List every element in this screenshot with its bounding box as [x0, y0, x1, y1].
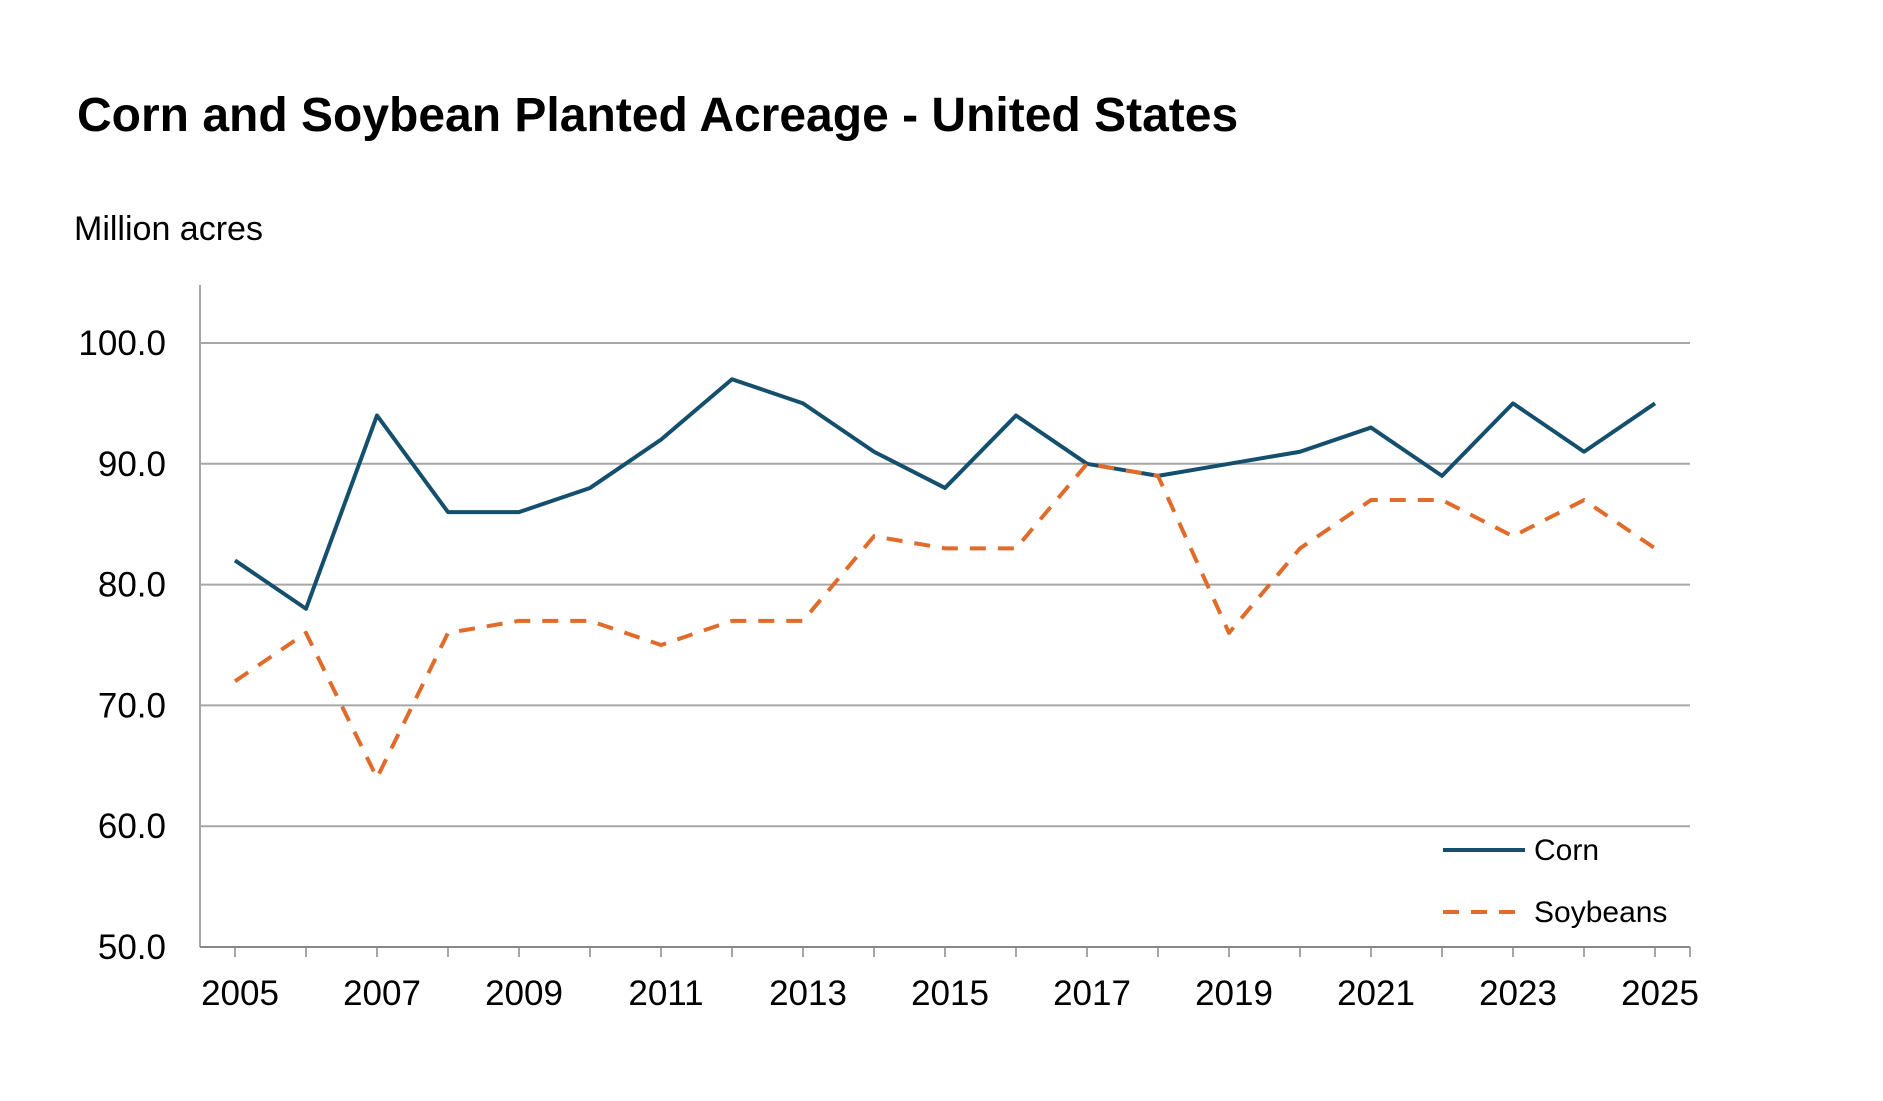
x-tick-label: 2021 [1337, 974, 1415, 1013]
x-tick-label: 2019 [1195, 974, 1273, 1013]
x-tick-label: 2009 [485, 974, 563, 1013]
x-tick-label: 2015 [911, 974, 989, 1013]
y-tick-label: 60.0 [98, 807, 166, 846]
y-tick-label: 100.0 [78, 324, 166, 363]
y-axis-label: Million acres [74, 210, 263, 248]
legend-label-soybeans: Soybeans [1534, 896, 1667, 929]
y-tick-label: 80.0 [98, 566, 166, 605]
series-line-corn [233, 377, 1657, 611]
x-tick-label: 2013 [769, 974, 847, 1013]
y-tick-label: 50.0 [98, 928, 166, 967]
y-tick-label: 70.0 [98, 686, 166, 725]
x-tick-label: 2025 [1621, 974, 1699, 1013]
x-tick-label: 2023 [1479, 974, 1557, 1013]
legend-label-corn: Corn [1534, 834, 1599, 867]
x-tick-label: 2005 [201, 974, 279, 1013]
x-tick-label: 2007 [343, 974, 421, 1013]
chart-title: Corn and Soybean Planted Acreage - Unite… [77, 89, 1239, 142]
x-tick-label: 2011 [628, 974, 703, 1013]
x-tick-label: 2017 [1053, 974, 1131, 1013]
y-tick-label: 90.0 [98, 445, 166, 484]
